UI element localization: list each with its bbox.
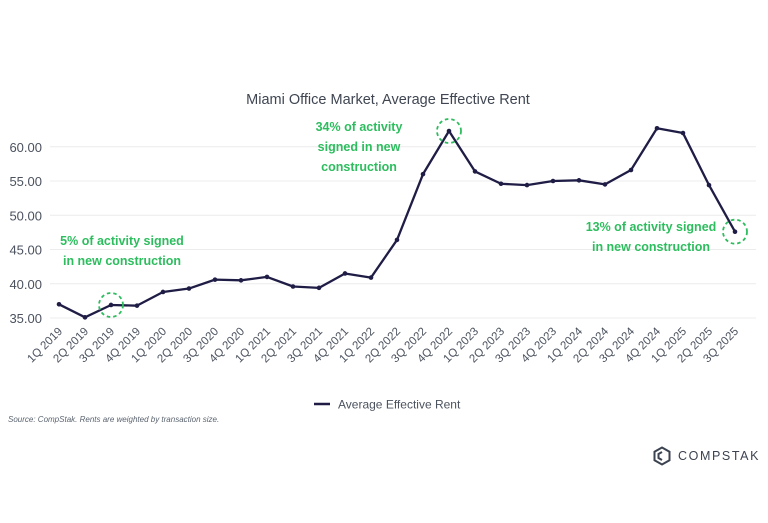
y-tick-label: 35.00 bbox=[9, 311, 42, 326]
data-point bbox=[420, 171, 426, 177]
grid-lines bbox=[50, 146, 756, 319]
data-point bbox=[732, 229, 738, 234]
source-note: Source: CompStak. Rents are weighted by … bbox=[8, 415, 220, 424]
data-point bbox=[368, 275, 374, 280]
y-axis-ticks: 35.00 40.00 45.00 50.00 55.00 60.00 bbox=[9, 140, 42, 326]
data-point bbox=[264, 274, 270, 280]
data-point bbox=[394, 237, 400, 243]
y-tick-label: 40.00 bbox=[9, 277, 42, 292]
annotation-text: signed in new bbox=[318, 140, 401, 154]
data-point bbox=[628, 167, 634, 173]
series-layer bbox=[56, 125, 738, 320]
compstak-logo-icon bbox=[653, 446, 671, 466]
data-point bbox=[550, 178, 556, 184]
y-tick-label: 45.00 bbox=[9, 243, 42, 258]
data-point bbox=[342, 271, 348, 276]
data-point bbox=[160, 289, 166, 295]
data-point bbox=[706, 182, 712, 188]
data-point bbox=[316, 285, 322, 291]
data-point bbox=[654, 125, 660, 131]
data-point bbox=[56, 302, 62, 307]
data-point bbox=[238, 278, 244, 283]
legend-label: Average Effective Rent bbox=[338, 398, 461, 412]
chart-title: Miami Office Market, Average Effective R… bbox=[246, 92, 530, 108]
data-point bbox=[186, 286, 192, 291]
annotation-text: 34% of activity bbox=[316, 120, 403, 134]
annotations-layer: 5% of activity signed in new construction… bbox=[60, 118, 748, 318]
data-point bbox=[108, 302, 114, 308]
annotation-text: construction bbox=[321, 160, 397, 174]
legend: Average Effective Rent bbox=[314, 398, 461, 412]
annotation-highlight-circle bbox=[722, 218, 748, 245]
y-tick-label: 55.00 bbox=[9, 174, 42, 189]
data-point bbox=[82, 315, 88, 320]
y-tick-label: 50.00 bbox=[9, 208, 42, 223]
annotation-text: in new construction bbox=[592, 240, 710, 254]
annotation-highlight-circle bbox=[436, 118, 462, 144]
data-point bbox=[524, 182, 530, 188]
data-point bbox=[472, 169, 478, 174]
data-point bbox=[602, 182, 608, 187]
y-tick-label: 60.00 bbox=[9, 140, 42, 155]
annotation-highlight-circle bbox=[98, 292, 124, 318]
data-point bbox=[134, 303, 140, 308]
data-point bbox=[498, 181, 504, 187]
data-point bbox=[446, 128, 452, 134]
data-point bbox=[576, 178, 582, 183]
annotation-text: 5% of activity signed bbox=[60, 234, 184, 248]
annotation-text: 13% of activity signed bbox=[586, 220, 717, 234]
annotation-text: in new construction bbox=[63, 254, 181, 268]
data-point bbox=[290, 284, 296, 289]
data-point bbox=[212, 277, 218, 282]
data-point bbox=[680, 130, 686, 136]
compstak-logo: COMPSTAK bbox=[652, 446, 760, 466]
brand-name: COMPSTAK bbox=[678, 449, 761, 463]
